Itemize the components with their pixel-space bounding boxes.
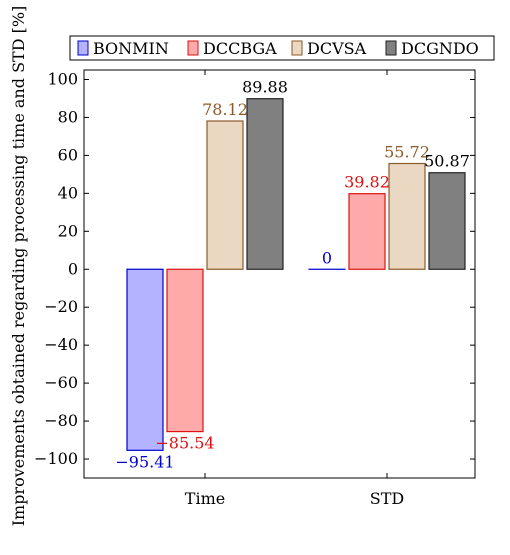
bar-dccbga	[349, 194, 385, 270]
y-tick-label: −100	[34, 449, 78, 468]
legend-swatch-dccbga	[188, 41, 198, 55]
legend-swatch-dcgndo	[386, 41, 396, 55]
y-tick-label: 80	[58, 107, 78, 126]
y-tick-label: −80	[44, 411, 78, 430]
legend: BONMIN DCCBGA DCVSA DCGNDO	[70, 36, 494, 60]
bar-dccbga	[167, 269, 203, 431]
y-tick-label: 20	[58, 221, 78, 240]
legend-label-dcvsa: DCVSA	[307, 39, 367, 58]
data-label-dcgndo: 89.88	[242, 78, 288, 97]
x-tick-label: Time	[185, 489, 225, 508]
bar-dcvsa	[207, 121, 243, 269]
y-tick-label: 40	[58, 183, 78, 202]
data-label-dccbga: 39.82	[344, 173, 390, 192]
y-tick-label: 0	[68, 259, 78, 278]
data-label-bonmin: 0	[322, 248, 332, 267]
y-axis-label: Improvements obtained regarding processi…	[9, 6, 28, 527]
legend-swatch-dcvsa	[292, 41, 302, 55]
data-label-bonmin: −95.41	[115, 452, 174, 471]
y-tick-label: −60	[44, 373, 78, 392]
x-tick-label: STD	[370, 489, 404, 508]
data-label-dcvsa: 78.12	[202, 100, 248, 119]
data-label-dccbga: −85.54	[155, 434, 214, 453]
bar-bonmin	[127, 269, 163, 450]
y-tick-label: 60	[58, 145, 78, 164]
bar-dcvsa	[389, 164, 425, 270]
legend-label-bonmin: BONMIN	[93, 39, 169, 58]
bar-dcgndo	[247, 99, 283, 270]
y-tick-label: −20	[44, 297, 78, 316]
legend-label-dccbga: DCCBGA	[203, 39, 277, 58]
legend-label-dcgndo: DCGNDO	[401, 39, 479, 58]
data-label-dcgndo: 50.87	[424, 152, 470, 171]
y-tick-label: −40	[44, 335, 78, 354]
data-label-dcvsa: 55.72	[384, 143, 430, 162]
y-tick-label: 100	[47, 69, 78, 88]
bar-dcgndo	[429, 173, 465, 270]
legend-swatch-bonmin	[78, 41, 88, 55]
